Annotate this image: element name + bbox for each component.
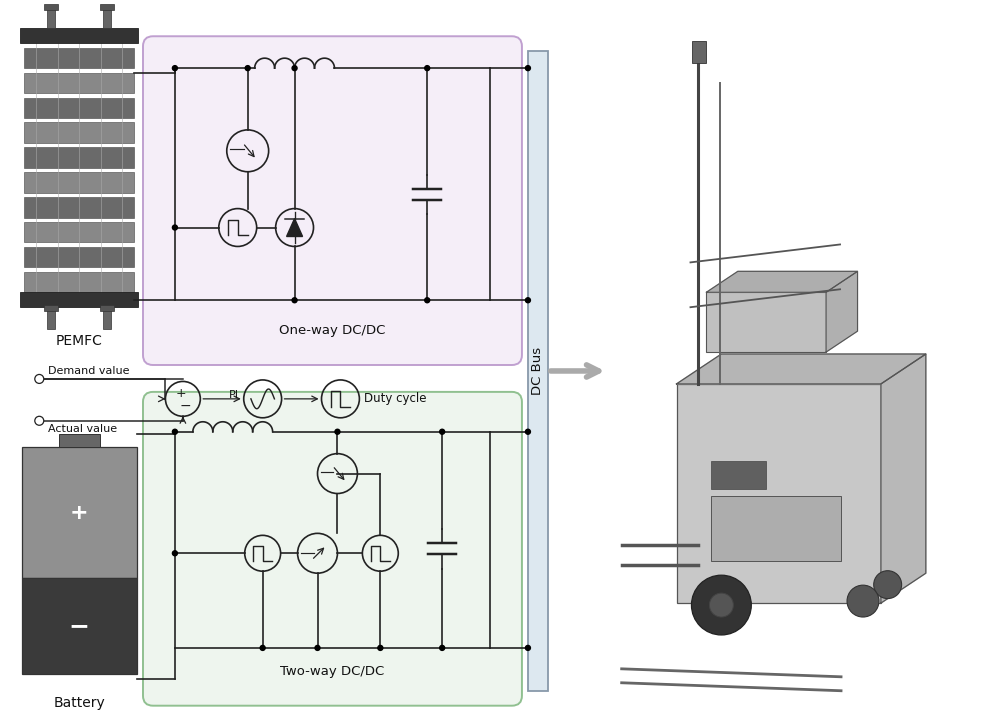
Bar — [44, 4, 58, 10]
Circle shape — [315, 646, 320, 651]
Bar — [24, 247, 134, 268]
Text: +: + — [70, 502, 88, 523]
FancyBboxPatch shape — [143, 392, 522, 706]
FancyBboxPatch shape — [143, 36, 522, 365]
Text: +: + — [176, 387, 186, 400]
Circle shape — [425, 65, 430, 71]
Bar — [103, 7, 111, 28]
Circle shape — [525, 646, 530, 651]
Circle shape — [245, 65, 250, 71]
Bar — [59, 434, 100, 446]
Bar — [24, 97, 134, 118]
Circle shape — [292, 298, 297, 302]
Text: −: − — [179, 399, 191, 414]
Bar — [47, 308, 55, 329]
Polygon shape — [881, 354, 926, 603]
Circle shape — [440, 646, 445, 651]
Circle shape — [172, 429, 177, 434]
Bar — [24, 172, 134, 193]
Text: Battery: Battery — [53, 696, 105, 710]
Bar — [24, 73, 134, 93]
Bar — [103, 308, 111, 329]
Circle shape — [440, 429, 445, 434]
Text: −: − — [69, 614, 90, 638]
Polygon shape — [677, 354, 926, 384]
Bar — [22, 579, 137, 674]
Bar — [100, 4, 114, 10]
Polygon shape — [706, 271, 858, 292]
Text: DC Bus: DC Bus — [531, 347, 544, 395]
Bar — [711, 461, 766, 489]
Text: Duty cycle: Duty cycle — [364, 393, 427, 406]
Text: PI: PI — [229, 390, 239, 400]
Circle shape — [172, 65, 177, 71]
Bar — [24, 122, 134, 142]
Bar — [44, 305, 58, 311]
Circle shape — [172, 225, 177, 230]
Bar — [706, 292, 826, 352]
Circle shape — [292, 65, 297, 71]
Text: PEMFC: PEMFC — [56, 334, 103, 348]
Circle shape — [378, 646, 383, 651]
Bar — [100, 305, 114, 311]
Polygon shape — [826, 271, 858, 352]
Bar — [677, 384, 881, 603]
Polygon shape — [287, 219, 303, 236]
Bar — [20, 292, 138, 308]
Bar — [24, 148, 134, 168]
Bar — [22, 446, 137, 579]
Circle shape — [525, 429, 530, 434]
Circle shape — [172, 551, 177, 555]
Circle shape — [691, 575, 751, 635]
Bar — [47, 7, 55, 28]
Bar — [24, 222, 134, 243]
Circle shape — [874, 571, 902, 598]
Bar — [692, 41, 706, 63]
Circle shape — [709, 593, 733, 617]
Bar — [24, 197, 134, 217]
Text: Actual value: Actual value — [48, 424, 117, 434]
Bar — [24, 48, 134, 68]
Bar — [20, 28, 138, 43]
Bar — [528, 51, 548, 691]
Circle shape — [425, 298, 430, 302]
Circle shape — [525, 65, 530, 71]
Text: Two-way DC/DC: Two-way DC/DC — [280, 664, 385, 678]
Circle shape — [525, 298, 530, 302]
Circle shape — [335, 429, 340, 434]
Circle shape — [847, 585, 879, 617]
Circle shape — [260, 646, 265, 651]
Circle shape — [35, 374, 44, 383]
Text: One-way DC/DC: One-way DC/DC — [279, 324, 386, 337]
Bar — [711, 497, 841, 561]
Text: Demand value: Demand value — [48, 366, 130, 376]
Bar — [24, 272, 134, 292]
Circle shape — [35, 417, 44, 425]
